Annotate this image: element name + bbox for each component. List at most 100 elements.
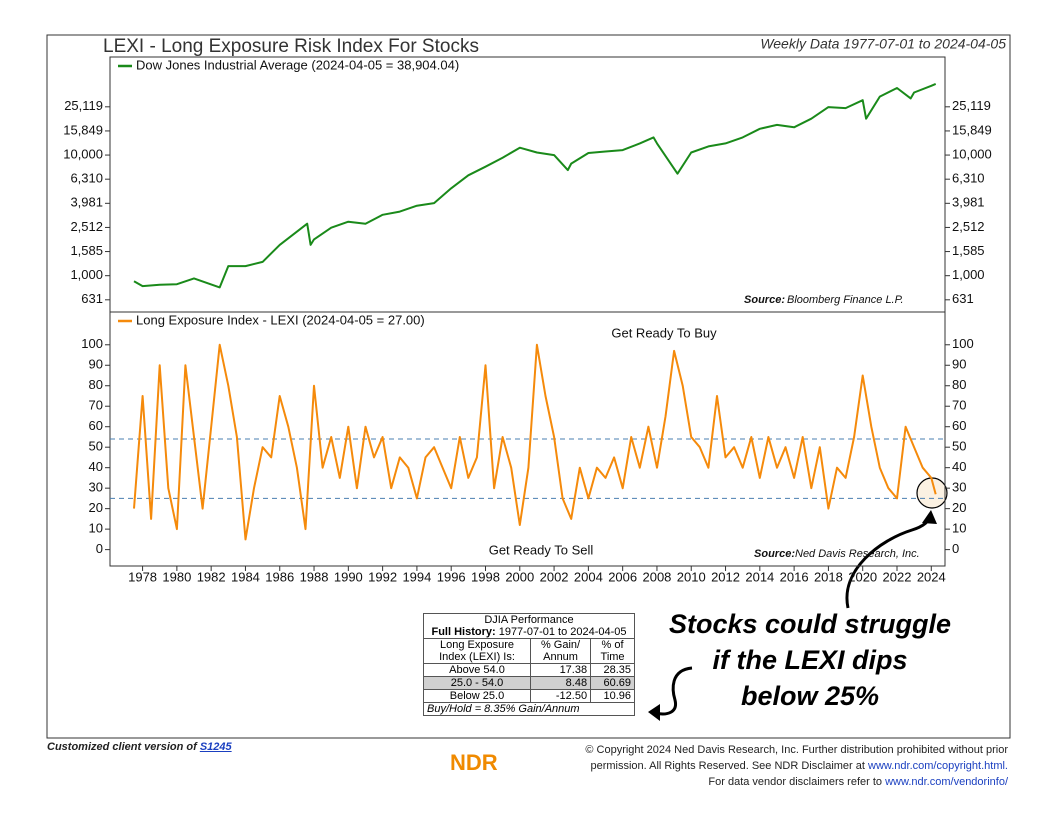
- chart-title: LEXI - Long Exposure Risk Index For Stoc…: [103, 36, 479, 57]
- annotation: Get Ready To Buy: [611, 325, 717, 340]
- table-cell: 17.38: [529, 663, 592, 677]
- y-tick-label: 3,981: [70, 195, 103, 210]
- arrowhead: [648, 704, 660, 721]
- client-note: Customized client version of S1245: [47, 741, 232, 753]
- legend-label: Long Exposure Index - LEXI (2024-04-05 =…: [136, 312, 425, 327]
- y-tick-label: 1,585: [952, 243, 985, 258]
- x-tick-label: 1980: [162, 569, 191, 584]
- y-tick-label: 1,000: [952, 267, 985, 282]
- table-history: 1977-07-01 to 2024-04-05: [498, 626, 627, 638]
- y-tick-label: 10,000: [63, 146, 103, 161]
- x-tick-label: 1994: [402, 569, 431, 584]
- data-line: [133, 343, 937, 541]
- table-cell: 25.0 - 54.0: [423, 676, 531, 690]
- x-tick-label: 1986: [265, 569, 294, 584]
- copyright-line: permission. All Rights Reserved. See NDR…: [590, 760, 865, 772]
- callout-line: if the LEXI dips: [712, 645, 908, 675]
- source: Bloomberg Finance L.P.: [787, 294, 904, 306]
- logo: NDR: [450, 750, 498, 775]
- x-tick-label: 2018: [814, 569, 843, 584]
- x-tick-label: 2024: [917, 569, 946, 584]
- plot-frame: [109, 56, 946, 313]
- y-tick-label: 90: [952, 357, 966, 372]
- y-tick-label: 40: [89, 459, 103, 474]
- x-tick-label: 2000: [505, 569, 534, 584]
- y-tick-label: 25,119: [952, 98, 991, 113]
- y-tick-label: 3,981: [952, 195, 985, 210]
- y-tick-label: 80: [952, 377, 966, 392]
- y-tick-label: 20: [952, 500, 966, 515]
- y-tick-label: 10,000: [952, 146, 992, 161]
- y-tick-label: 20: [89, 500, 103, 515]
- x-tick-label: 1992: [368, 569, 397, 584]
- x-tick-label: 1996: [437, 569, 466, 584]
- y-tick-label: 6,310: [952, 171, 985, 186]
- vendor-link[interactable]: www.ndr.com/vendorinfo/: [885, 776, 1008, 788]
- annotation: Get Ready To Sell: [489, 542, 594, 557]
- y-tick-label: 2,512: [952, 219, 985, 234]
- source-label: Source:: [744, 294, 785, 306]
- frame: [46, 34, 1011, 739]
- y-tick-label: 70: [952, 398, 966, 413]
- copyright-line: © Copyright 2024 Ned Davis Research, Inc…: [585, 744, 1008, 756]
- data-line: [133, 82, 937, 289]
- x-tick-label: 2002: [540, 569, 569, 584]
- y-tick-label: 80: [89, 377, 103, 392]
- x-tick-label: 1982: [197, 569, 226, 584]
- copyright-line: For data vendor disclaimers refer to: [708, 776, 883, 788]
- y-tick-label: 10: [952, 521, 966, 536]
- x-tick-label: 2014: [745, 569, 774, 584]
- copyright-link[interactable]: www.ndr.com/copyright.html.: [868, 760, 1008, 772]
- x-tick-label: 1998: [471, 569, 500, 584]
- y-tick-label: 1,585: [70, 243, 103, 258]
- callout: Stocks could struggle if the LEXI dips b…: [660, 606, 960, 714]
- x-tick-label: 1984: [231, 569, 260, 584]
- y-tick-label: 90: [89, 357, 103, 372]
- y-tick-label: 1,000: [70, 267, 103, 282]
- source-label: Source:: [754, 548, 795, 560]
- y-tick-label: 30: [89, 480, 103, 495]
- x-tick-label: 2012: [711, 569, 740, 584]
- x-tick-label: 2010: [677, 569, 706, 584]
- table-cell: Below 25.0: [423, 689, 531, 703]
- y-tick-label: 15,849: [63, 122, 103, 137]
- x-tick-label: 2022: [883, 569, 912, 584]
- x-tick-label: 1990: [334, 569, 363, 584]
- x-tick-label: 1978: [128, 569, 157, 584]
- table-cell: 60.69: [590, 676, 635, 690]
- table-cell: 10.96: [590, 689, 635, 703]
- y-tick-label: 10: [89, 521, 103, 536]
- y-tick-label: 50: [89, 439, 103, 454]
- x-tick-label: 2016: [780, 569, 809, 584]
- table-header: Long Exposure Index (LEXI) Is:: [423, 638, 531, 664]
- y-tick-label: 40: [952, 459, 966, 474]
- table-cell: Above 54.0: [423, 663, 531, 677]
- legend-label: Dow Jones Industrial Average (2024-04-05…: [136, 57, 459, 72]
- table-header: % of Time: [590, 638, 635, 664]
- table-cell: 8.48: [529, 676, 592, 690]
- chart-subtitle: Weekly Data 1977-07-01 to 2024-04-05: [760, 36, 1006, 52]
- y-tick-label: 15,849: [952, 122, 992, 137]
- y-tick-label: 60: [89, 418, 103, 433]
- y-tick-label: 6,310: [70, 171, 103, 186]
- y-tick-label: 0: [952, 541, 959, 556]
- x-tick-label: 2008: [642, 569, 671, 584]
- y-tick-label: 2,512: [70, 219, 103, 234]
- arrow: [654, 666, 693, 716]
- table-cell: 28.35: [590, 663, 635, 677]
- table-history-label: Full History:: [431, 626, 496, 638]
- y-tick-label: 60: [952, 418, 966, 433]
- client-link[interactable]: S1245: [199, 741, 232, 753]
- arrowhead: [922, 510, 937, 524]
- y-tick-label: 50: [952, 439, 966, 454]
- table-cell: -12.50: [529, 689, 592, 703]
- y-tick-label: 25,119: [64, 98, 103, 113]
- y-tick-label: 631: [81, 291, 103, 306]
- performance-table: DJIA Performance Full History: 1977-07-01…: [423, 613, 635, 716]
- callout-line: Stocks could struggle: [668, 609, 952, 639]
- callout-line: below 25%: [740, 681, 880, 711]
- x-tick-label: 1988: [300, 569, 329, 584]
- x-tick-label: 2020: [848, 569, 877, 584]
- y-tick-label: 631: [952, 291, 974, 306]
- x-tick-label: 2004: [574, 569, 603, 584]
